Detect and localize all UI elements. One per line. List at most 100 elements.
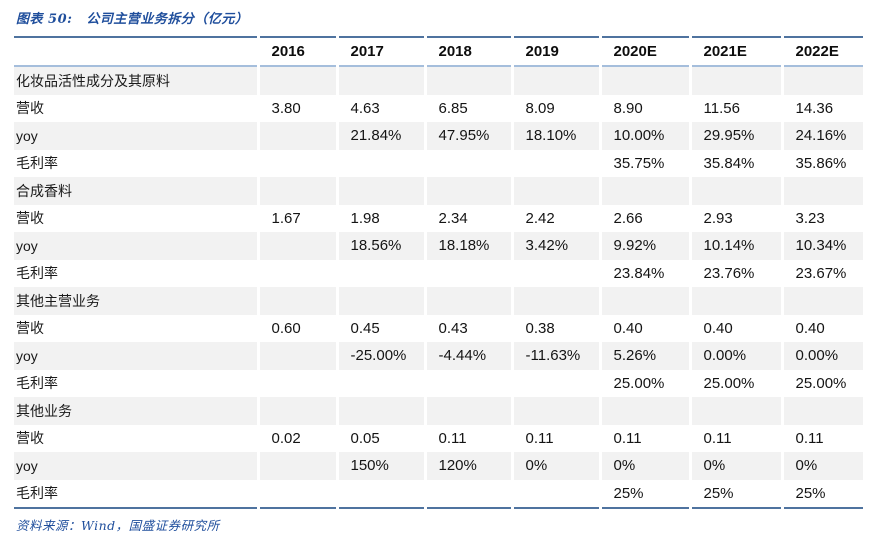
empty-cell — [335, 66, 425, 95]
figure-number-label: 图表 50: — [16, 12, 73, 27]
value-cell: 23.84% — [598, 259, 690, 287]
value-cell: 25% — [780, 479, 863, 508]
row-label: yoy — [14, 452, 258, 480]
table-row: 营收 0.60 0.45 0.43 0.38 0.40 0.40 0.40 — [14, 314, 863, 342]
value-cell: 25% — [598, 479, 690, 508]
value-cell: 18.10% — [510, 122, 600, 150]
empty-cell — [780, 66, 863, 95]
corner-cell — [14, 37, 258, 66]
value-cell: 23.67% — [780, 259, 863, 287]
value-cell: 18.56% — [335, 232, 425, 260]
column-header-2022e: 2022E — [780, 37, 863, 66]
value-cell: 2.66 — [598, 204, 690, 232]
empty-cell — [510, 397, 600, 425]
value-cell: 18.18% — [423, 232, 512, 260]
row-label: 毛利率 — [16, 376, 58, 393]
value-cell: 25.00% — [780, 369, 863, 397]
value-cell — [256, 342, 337, 370]
value-cell: 0.40 — [598, 314, 690, 342]
empty-cell — [335, 397, 425, 425]
value-cell — [510, 149, 600, 177]
value-cell: 0.38 — [510, 314, 600, 342]
column-header-2020e: 2020E — [598, 37, 690, 66]
value-cell — [256, 479, 337, 508]
empty-cell — [510, 287, 600, 315]
table-row: 毛利率 23.84% 23.76% 23.67% — [14, 259, 863, 287]
value-cell: 47.95% — [423, 122, 512, 150]
column-header-2017: 2017 — [335, 37, 425, 66]
empty-cell — [423, 66, 512, 95]
value-cell: -25.00% — [335, 342, 425, 370]
value-cell: 23.76% — [688, 259, 782, 287]
value-cell: 35.86% — [780, 149, 863, 177]
value-cell: 0.40 — [688, 314, 782, 342]
empty-cell — [688, 397, 782, 425]
empty-cell — [688, 287, 782, 315]
value-cell — [256, 232, 337, 260]
value-cell — [423, 479, 512, 508]
empty-cell — [335, 177, 425, 205]
value-cell: 120% — [423, 452, 512, 480]
value-cell: 0% — [598, 452, 690, 480]
empty-cell — [688, 177, 782, 205]
source-note: 资料来源：Wind，国盛证券研究所 — [16, 518, 220, 533]
row-label: 营收 — [16, 321, 44, 338]
table-row: 营收 3.80 4.63 6.85 8.09 8.90 11.56 14.36 — [14, 94, 863, 122]
value-cell: 35.75% — [598, 149, 690, 177]
value-cell: 29.95% — [688, 122, 782, 150]
column-header-2018: 2018 — [423, 37, 512, 66]
value-cell: 5.26% — [598, 342, 690, 370]
table-row: 毛利率 35.75% 35.84% 35.86% — [14, 149, 863, 177]
empty-cell — [335, 287, 425, 315]
value-cell — [256, 452, 337, 480]
section-row: 合成香料 — [14, 177, 863, 205]
value-cell: -4.44% — [423, 342, 512, 370]
column-header-2019: 2019 — [510, 37, 600, 66]
value-cell: 8.09 — [510, 94, 600, 122]
value-cell: 3.80 — [256, 94, 337, 122]
value-cell: 0.11 — [423, 424, 512, 452]
empty-cell — [256, 177, 337, 205]
section-label: 化妆品活性成分及其原料 — [14, 66, 258, 95]
section-row: 化妆品活性成分及其原料 — [14, 66, 863, 95]
row-label: 毛利率 — [16, 156, 58, 173]
empty-cell — [598, 397, 690, 425]
section-row: 其他主营业务 — [14, 287, 863, 315]
value-cell: 0.11 — [510, 424, 600, 452]
value-cell: 0.40 — [780, 314, 863, 342]
column-header-2021e: 2021E — [688, 37, 782, 66]
section-label: 合成香料 — [14, 177, 258, 205]
value-cell — [256, 149, 337, 177]
value-cell: 150% — [335, 452, 425, 480]
value-cell: 24.16% — [780, 122, 863, 150]
empty-cell — [423, 287, 512, 315]
empty-cell — [598, 287, 690, 315]
value-cell: 4.63 — [335, 94, 425, 122]
value-cell: 0.00% — [688, 342, 782, 370]
section-label: 其他主营业务 — [14, 287, 258, 315]
table-row: yoy 18.56% 18.18% 3.42% 9.92% 10.14% 10.34% — [14, 232, 863, 260]
table-row: yoy 150% 120% 0% 0% 0% 0% — [14, 452, 863, 480]
value-cell: 0.11 — [598, 424, 690, 452]
value-cell — [335, 149, 425, 177]
value-cell: 9.92% — [598, 232, 690, 260]
value-cell: 2.34 — [423, 204, 512, 232]
figure-title-text: 公司主营业务拆分（亿元） — [86, 12, 249, 27]
empty-cell — [256, 287, 337, 315]
empty-cell — [256, 397, 337, 425]
empty-cell — [598, 177, 690, 205]
empty-cell — [510, 177, 600, 205]
value-cell: 0.11 — [688, 424, 782, 452]
value-cell — [335, 259, 425, 287]
section-label: 其他业务 — [14, 397, 258, 425]
empty-cell — [423, 177, 512, 205]
value-cell: 25% — [688, 479, 782, 508]
row-label: 营收 — [16, 431, 44, 448]
empty-cell — [256, 66, 337, 95]
value-cell: 14.36 — [780, 94, 863, 122]
value-cell — [256, 369, 337, 397]
value-cell — [256, 122, 337, 150]
row-label: 毛利率 — [16, 486, 58, 503]
value-cell: 8.90 — [598, 94, 690, 122]
empty-cell — [780, 287, 863, 315]
